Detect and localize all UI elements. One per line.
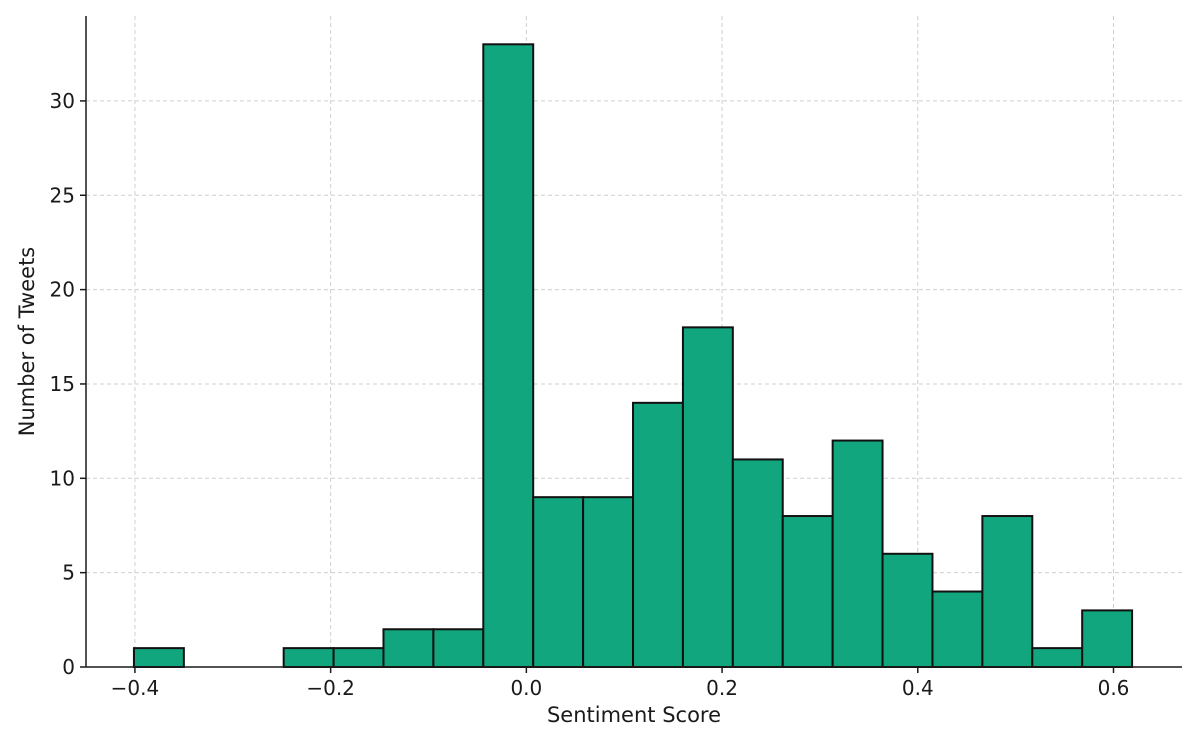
histogram-bar <box>132 647 185 668</box>
y-tick-label: 30 <box>50 89 75 113</box>
histogram-bar <box>1031 647 1084 668</box>
histogram-bar <box>282 647 335 668</box>
x-tick-label: 0.6 <box>1098 676 1130 700</box>
histogram-bar <box>382 628 435 668</box>
histogram-bar <box>731 458 784 668</box>
histogram-bar <box>582 496 635 668</box>
x-tick-label: 0.0 <box>510 676 542 700</box>
histogram-bar <box>482 43 535 669</box>
histogram-bar <box>881 552 934 668</box>
x-tick-label: 0.2 <box>706 676 738 700</box>
x-tick-label: 0.4 <box>902 676 934 700</box>
histogram-bar <box>432 628 485 668</box>
x-tick-label: −0.2 <box>306 676 355 700</box>
axes <box>85 16 1182 668</box>
histogram-bar <box>532 496 585 668</box>
y-tick-label: 15 <box>50 372 75 396</box>
histogram-bar <box>981 515 1034 668</box>
y-axis-label: Number of Tweets <box>15 247 39 437</box>
y-axis-ticks: 0 5 10 15 20 25 30 <box>50 89 86 679</box>
y-tick-label: 10 <box>50 466 75 490</box>
histogram-bar <box>681 326 734 668</box>
histogram-bar <box>1081 609 1134 668</box>
histogram-bar <box>632 401 684 668</box>
y-tick-label: 20 <box>50 278 75 302</box>
histogram-bar <box>332 647 385 668</box>
y-tick-label: 25 <box>50 183 75 207</box>
y-tick-label: 0 <box>62 655 75 679</box>
histogram-bar <box>931 590 984 668</box>
x-tick-label: −0.4 <box>111 676 160 700</box>
histogram-bars <box>132 43 1134 669</box>
histogram-bar <box>781 515 834 668</box>
x-axis-ticks: −0.4 −0.2 0.0 0.2 0.4 0.6 <box>111 667 1130 700</box>
x-axis-label: Sentiment Score <box>547 703 721 727</box>
histogram-bar <box>831 439 884 668</box>
y-tick-label: 5 <box>62 561 75 585</box>
